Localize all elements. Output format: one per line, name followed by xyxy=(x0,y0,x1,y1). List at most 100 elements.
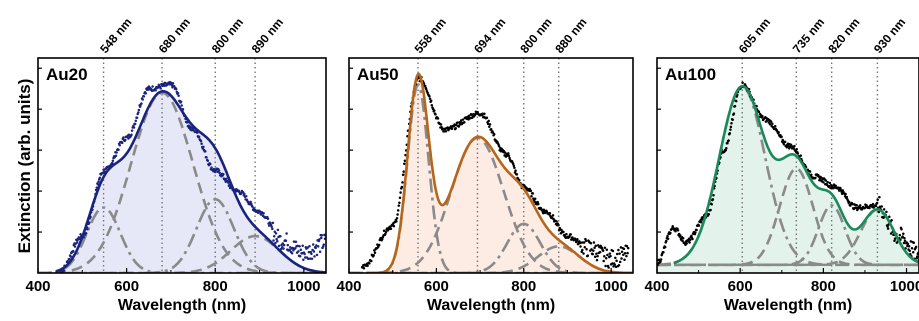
data-point xyxy=(176,91,180,95)
data-point xyxy=(180,104,183,107)
data-point xyxy=(372,253,375,257)
data-point xyxy=(530,195,533,198)
data-point xyxy=(397,204,401,207)
data-point xyxy=(457,125,461,128)
data-point xyxy=(911,250,915,254)
data-point xyxy=(137,108,141,112)
panel-label: Au100 xyxy=(665,65,716,84)
data-point xyxy=(303,252,306,256)
panel-au20: 400 600 800 1000 Wavelength (nm) Au20 548 nm 68… xyxy=(25,15,327,314)
data-point xyxy=(381,237,384,241)
x-axis-label: Wavelength (nm) xyxy=(724,297,852,314)
data-point xyxy=(97,180,100,183)
peak-label-890-nm: 890 nm xyxy=(249,15,286,56)
component-curve-2 xyxy=(38,91,326,273)
peak-label-800-nm: 800 nm xyxy=(517,15,554,56)
data-point xyxy=(777,131,780,134)
data-point xyxy=(213,170,217,174)
data-point xyxy=(439,123,443,126)
data-point xyxy=(900,228,903,231)
data-point xyxy=(733,104,737,108)
data-point xyxy=(290,251,294,255)
data-point xyxy=(771,122,774,126)
data-point xyxy=(828,181,832,185)
plot-frame xyxy=(37,57,327,274)
data-point xyxy=(310,252,313,256)
data-point xyxy=(593,255,597,259)
data-point xyxy=(513,166,516,170)
data-point xyxy=(590,248,593,251)
data-point xyxy=(795,148,798,151)
data-point xyxy=(592,249,595,252)
data-point xyxy=(562,230,565,234)
data-point xyxy=(710,203,713,206)
data-point xyxy=(603,246,607,250)
data-point xyxy=(141,98,144,101)
data-point xyxy=(210,166,213,169)
data-point xyxy=(322,243,326,246)
data-point xyxy=(910,247,914,250)
data-point xyxy=(685,242,688,245)
data-point xyxy=(810,173,813,176)
data-point xyxy=(625,245,629,248)
data-point xyxy=(622,247,626,251)
data-point xyxy=(799,154,803,157)
data-point xyxy=(912,241,916,245)
peak-label-680-nm: 680 nm xyxy=(156,15,193,56)
data-point xyxy=(731,118,734,122)
data-point xyxy=(467,114,471,117)
data-point xyxy=(512,164,516,168)
data-point xyxy=(98,176,102,179)
data-point xyxy=(729,125,733,129)
data-point xyxy=(834,184,837,188)
data-point xyxy=(425,88,428,91)
data-point xyxy=(844,192,847,196)
data-point xyxy=(492,132,496,136)
data-point xyxy=(218,171,221,175)
data-point xyxy=(73,245,77,248)
data-point xyxy=(389,227,393,230)
data-point xyxy=(301,244,304,247)
fit-fill-area xyxy=(349,74,633,273)
data-point xyxy=(728,132,732,135)
data-point xyxy=(251,205,254,208)
data-point xyxy=(671,224,674,228)
data-point xyxy=(428,97,432,101)
data-point xyxy=(666,237,670,241)
data-point xyxy=(434,113,437,116)
data-point xyxy=(315,253,319,257)
data-point xyxy=(769,120,773,124)
data-point xyxy=(822,181,825,184)
data-point xyxy=(724,149,727,152)
panel-label: Au50 xyxy=(357,65,399,84)
data-point xyxy=(488,123,492,126)
data-point xyxy=(618,252,621,255)
data-point xyxy=(275,237,278,241)
data-point xyxy=(826,180,829,184)
data-point xyxy=(403,162,406,165)
data-point xyxy=(734,99,738,103)
data-point xyxy=(310,257,314,260)
data-point xyxy=(428,94,431,98)
data-point xyxy=(901,235,904,238)
data-point xyxy=(276,228,280,232)
data-point xyxy=(889,232,893,235)
data-point xyxy=(138,105,142,108)
data-point xyxy=(555,220,558,223)
data-point xyxy=(308,257,312,260)
data-point xyxy=(274,232,278,235)
data-point xyxy=(111,159,115,163)
data-point xyxy=(895,241,899,244)
data-point xyxy=(117,148,120,151)
data-point xyxy=(134,119,138,123)
x-tick-label-800: 800 xyxy=(203,278,228,295)
data-point xyxy=(591,252,594,256)
data-point xyxy=(135,116,139,119)
data-point xyxy=(120,141,124,145)
data-point xyxy=(320,236,323,240)
data-point xyxy=(243,192,246,196)
data-point xyxy=(481,112,484,116)
data-point xyxy=(878,195,881,199)
peak-label-558-nm: 558 nm xyxy=(412,15,449,56)
